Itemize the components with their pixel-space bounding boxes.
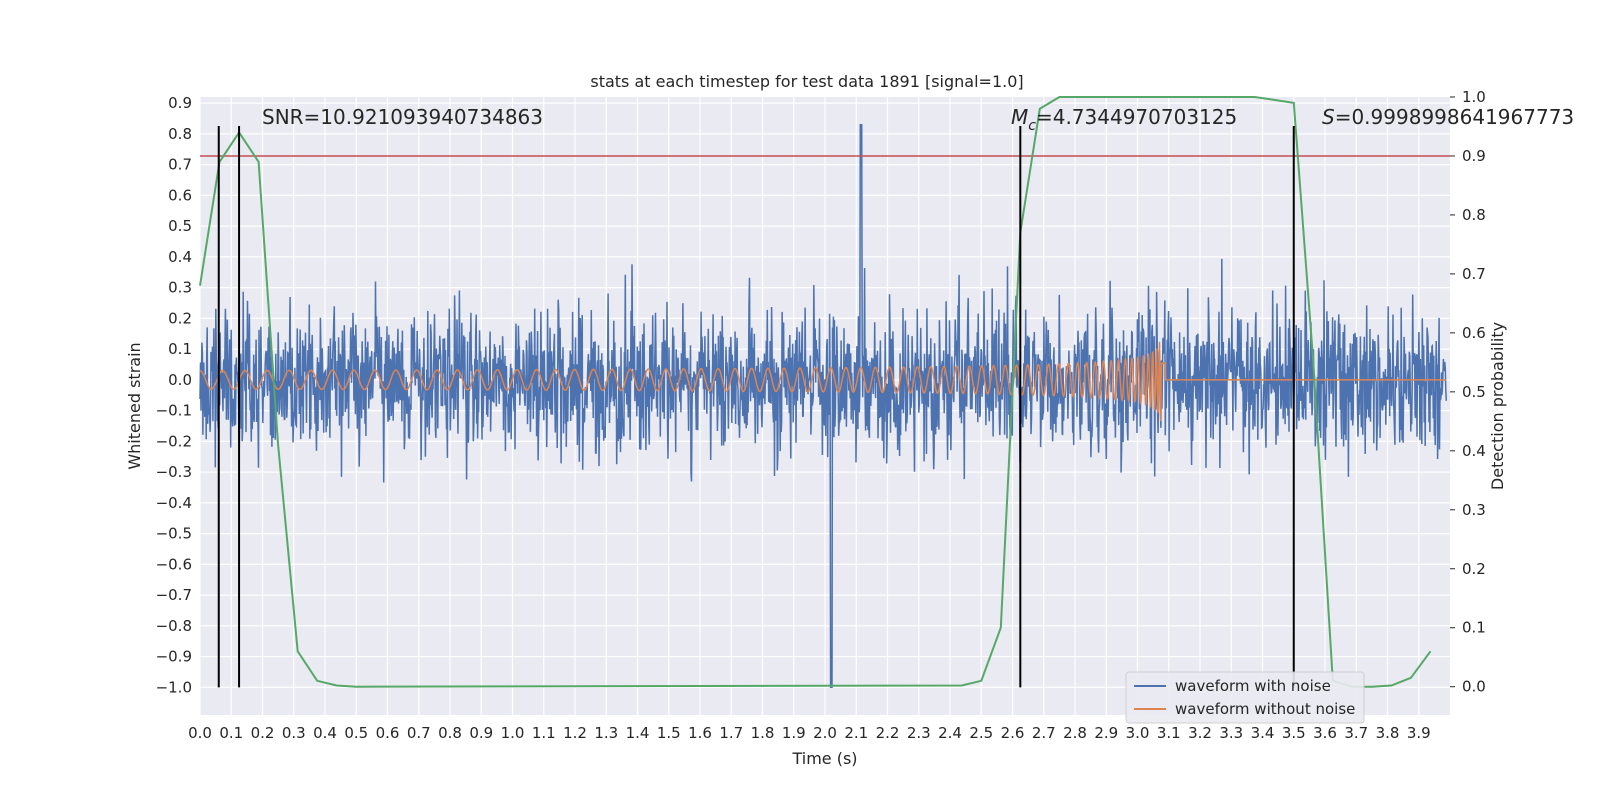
y-tick-label: −0.6: [156, 555, 192, 573]
x-tick-label: 1.1: [532, 724, 556, 742]
legend-box: [1125, 671, 1365, 724]
waveform-with-noise-line: [199, 123, 1448, 689]
y2-tick-label: 0.5: [1462, 383, 1486, 401]
y2-tick-label: 1.0: [1462, 88, 1486, 106]
x-tick-label: 3.7: [1344, 724, 1368, 742]
legend-label-clean: waveform without noise: [1175, 700, 1355, 718]
y-tick-label: 0.6: [168, 186, 192, 204]
y-tick-label: 0.8: [168, 125, 192, 143]
x-tick-label: 2.7: [1032, 724, 1056, 742]
y-tick-label: −1.0: [156, 678, 192, 696]
x-tick-label: 0.5: [344, 724, 368, 742]
y-tick-label: −0.3: [156, 463, 192, 481]
x-tick-label: 1.8: [751, 724, 775, 742]
y-tick-label: 0.9: [168, 94, 192, 112]
x-tick-label: 3.8: [1376, 724, 1400, 742]
series-waveform-without-noise: [199, 341, 1447, 422]
x-tick-label: 0.2: [251, 724, 275, 742]
score-annotation: S=0.9998998641967773: [1322, 105, 1574, 129]
y-tick-label: 0.4: [168, 248, 192, 266]
y-tick-labels: 0.9 0.8 0.7 0.6 0.5 0.4 0.3 0.2 0.1 0.0 −0.1 −0.2 −0…: [156, 94, 192, 696]
s-symbol: S: [1322, 105, 1335, 129]
x-tick-label: 1.4: [626, 724, 650, 742]
x-tick-label: 0.1: [219, 724, 243, 742]
y-tick-label: 0.0: [168, 371, 192, 389]
x-tick-label: 3.3: [1219, 724, 1243, 742]
x-tick-label: 0.0: [188, 724, 212, 742]
x-tick-label: 0.8: [438, 724, 462, 742]
y2-tick-label: 0.9: [1462, 147, 1486, 165]
x-tick-label: 3.9: [1407, 724, 1431, 742]
x-tick-label: 1.5: [657, 724, 681, 742]
x-tick-label: 1.3: [594, 724, 618, 742]
x-tick-label: 1.0: [501, 724, 525, 742]
y2-tick-label: 0.8: [1462, 206, 1486, 224]
x-tick-label: 3.4: [1251, 724, 1275, 742]
x-axis-label: Time (s): [791, 749, 857, 768]
x-tick-labels: 0.0 0.1 0.2 0.3 0.4 0.5 0.6 0.7 0.8 0.9 1.0 1.1 1.2 1…: [188, 724, 1431, 742]
series-waveform-with-noise: [199, 123, 1448, 689]
y-tick-label: −0.2: [156, 432, 192, 450]
x-tick-label: 0.4: [313, 724, 337, 742]
x-tick-label: 3.6: [1313, 724, 1337, 742]
chirp-mass-annotation: Mc=4.7344970703125: [1011, 105, 1237, 134]
y2-tick-label: 0.7: [1462, 265, 1486, 283]
y-tick-label: −0.9: [156, 648, 192, 666]
chart-title: stats at each timestep for test data 189…: [590, 72, 1023, 91]
legend: waveform with noise waveform without noi…: [1125, 671, 1365, 724]
mc-subscript: c: [1028, 118, 1036, 134]
y2-axis-label: Detection probability: [1488, 322, 1507, 490]
y-tick-label: 0.3: [168, 279, 192, 297]
legend-label-noisy: waveform with noise: [1175, 677, 1331, 695]
y-tick-label: −0.1: [156, 402, 192, 420]
x-tick-label: 2.1: [844, 724, 868, 742]
x-tick-label: 2.3: [907, 724, 931, 742]
x-tick-label: 2.6: [1001, 724, 1025, 742]
mc-symbol: M: [1011, 105, 1028, 129]
y-tick-label: 0.2: [168, 309, 192, 327]
y-tick-label: −0.8: [156, 617, 192, 635]
x-tick-label: 2.0: [813, 724, 837, 742]
x-tick-label: 0.9: [469, 724, 493, 742]
x-tick-label: 2.9: [1094, 724, 1118, 742]
x-tick-label: 3.2: [1188, 724, 1212, 742]
y2-tick-label: 0.3: [1462, 501, 1486, 519]
x-tick-label: 2.2: [876, 724, 900, 742]
x-tick-label: 2.4: [938, 724, 962, 742]
vertical-markers: [217, 126, 1295, 688]
waveform-without-noise-line: [199, 341, 1447, 422]
x-tick-label: 0.3: [282, 724, 306, 742]
s-value: =0.9998998641967773: [1335, 105, 1574, 129]
x-tick-label: 3.5: [1282, 724, 1306, 742]
y-tick-label: 0.7: [168, 156, 192, 174]
y-tick-label: −0.7: [156, 586, 192, 604]
y2-tick-label: 0.2: [1462, 560, 1486, 578]
y2-tick-labels: 1.0 0.9 0.8 0.7 0.6 0.5 0.4 0.3 0.2 0.1 0.0: [1450, 88, 1486, 696]
x-tick-label: 1.9: [782, 724, 806, 742]
y2-tick-label: 0.0: [1462, 678, 1486, 696]
x-tick-label: 2.8: [1063, 724, 1087, 742]
x-tick-label: 0.7: [407, 724, 431, 742]
y-tick-label: 0.5: [168, 217, 192, 235]
y-tick-label: 0.1: [168, 340, 192, 358]
x-tick-label: 1.6: [688, 724, 712, 742]
x-tick-label: 1.2: [563, 724, 587, 742]
x-tick-label: 0.6: [376, 724, 400, 742]
snr-annotation: SNR=10.921093940734863: [262, 105, 543, 129]
y-tick-label: −0.5: [156, 525, 192, 543]
x-tick-label: 3.1: [1157, 724, 1181, 742]
y2-tick-label: 0.1: [1462, 619, 1486, 637]
x-tick-label: 2.5: [969, 724, 993, 742]
y2-tick-label: 0.4: [1462, 442, 1486, 460]
x-tick-label: 1.7: [719, 724, 743, 742]
y-axis-label: Whitened strain: [125, 342, 144, 469]
mc-value: =4.7344970703125: [1036, 105, 1237, 129]
x-tick-label: 3.0: [1126, 724, 1150, 742]
y-tick-label: −0.4: [156, 494, 192, 512]
y2-tick-label: 0.6: [1462, 324, 1486, 342]
